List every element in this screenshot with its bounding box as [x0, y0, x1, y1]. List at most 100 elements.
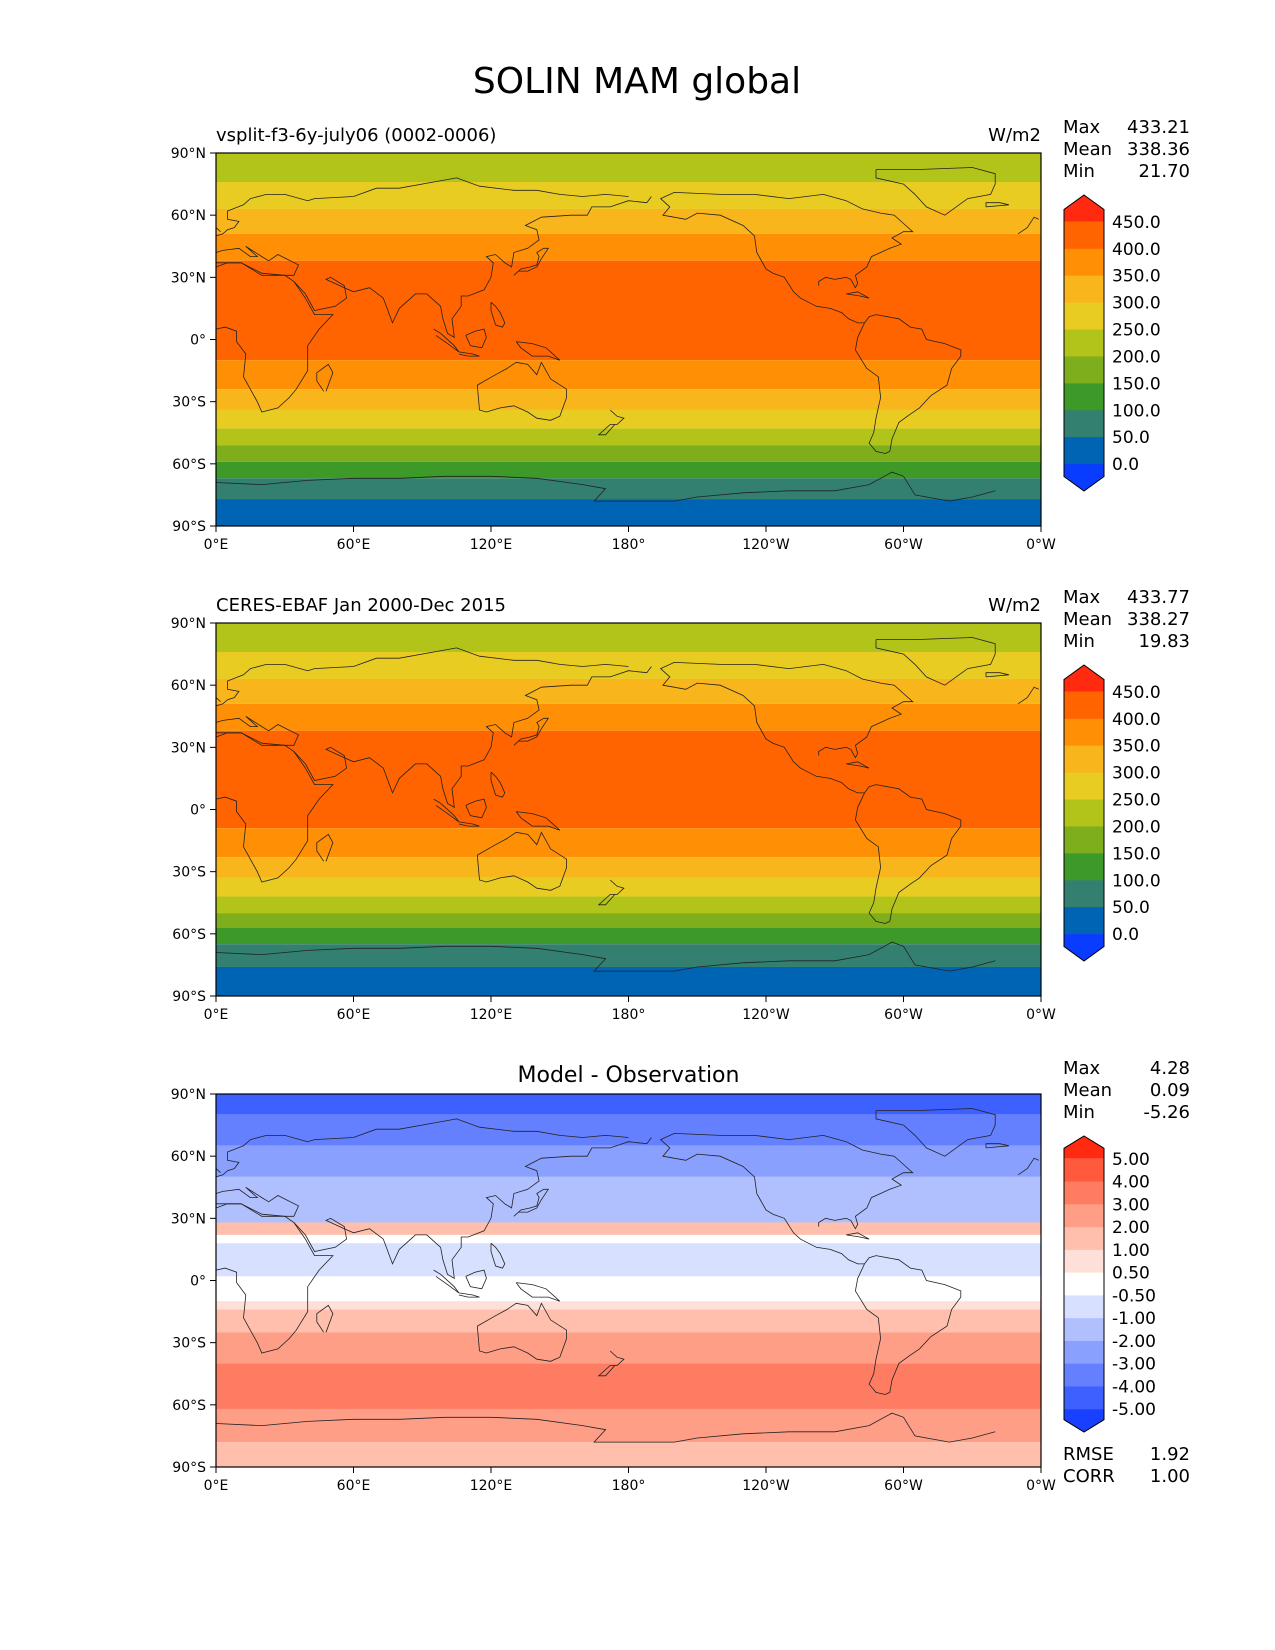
colorbar-segment	[1064, 1204, 1104, 1228]
lat-tick-label: 90°N	[171, 146, 206, 162]
field-band	[216, 1145, 1041, 1177]
coastlines	[216, 637, 1039, 972]
panel-left-title: CERES-EBAF Jan 2000-Dec 2015	[216, 595, 506, 616]
lat-tick-label: 0°	[190, 333, 206, 349]
lat-tick-label: 60°N	[171, 1149, 206, 1165]
colorbar: 450.0 400.0 350.0 300.0 250.0 200.0 150.0 100.0…	[1063, 194, 1161, 492]
colorbar-label: 0.50	[1112, 1264, 1150, 1284]
stat-value: 4.28	[1150, 1058, 1190, 1079]
coastline	[293, 196, 652, 339]
coastlines	[216, 1108, 1039, 1443]
field-band	[216, 828, 1041, 858]
colorbar-segment	[1064, 745, 1104, 774]
colorbar-outline	[1063, 1135, 1105, 1433]
stat-label: Max	[1063, 1058, 1101, 1079]
colorbar: 450.0 400.0 350.0 300.0 250.0 200.0 150.0 100.0…	[1063, 664, 1161, 962]
coastline	[215, 177, 629, 237]
stat-value: 1.92	[1150, 1444, 1190, 1465]
colorbar-label: 0.0	[1112, 455, 1139, 475]
colorbar-segment	[1064, 1318, 1104, 1342]
colorbar-label: -5.00	[1112, 1400, 1156, 1420]
lat-tick-label: 30°N	[171, 270, 206, 286]
field-band	[216, 730, 1041, 829]
colorbar-segment	[1064, 1227, 1104, 1251]
colorbar-label: -4.00	[1112, 1377, 1156, 1397]
stat-value: 338.36	[1127, 139, 1190, 160]
colorbar-label: 100.0	[1112, 401, 1161, 421]
panel-model: 90°N 60°N 30°N 0° 30°S 60°S 90°S 0°E 60°E 120°E 18…	[171, 117, 1190, 553]
colorbar-segment	[1064, 799, 1104, 827]
lat-tick-label: 30°S	[172, 1336, 206, 1352]
colorbar-segment	[1064, 718, 1104, 747]
coastline	[513, 247, 550, 276]
coastline	[875, 1108, 996, 1157]
colorbar-segment	[1064, 383, 1104, 411]
colorbar-segment	[1064, 907, 1104, 935]
stat-label: RMSE	[1063, 1444, 1114, 1465]
lat-tick-label: 90°S	[172, 519, 206, 535]
stat-value: 433.77	[1127, 587, 1190, 608]
colorbar-segment	[1064, 329, 1104, 357]
stat-value: 21.70	[1138, 161, 1190, 182]
colorbar-segment	[1064, 1272, 1104, 1296]
stat-label: Mean	[1063, 609, 1112, 630]
coastline	[465, 1269, 487, 1290]
colorbar-label: 3.00	[1112, 1195, 1150, 1215]
stat-value: 338.27	[1127, 609, 1190, 630]
colorbar-label: 400.0	[1112, 240, 1161, 260]
field-band	[216, 208, 1041, 234]
colorbar: 5.00 4.003.00 2.00 1.00 0.50-0.50 -1.00 -2.00 -…	[1063, 1135, 1156, 1433]
coastline	[465, 328, 487, 349]
coastline	[985, 1143, 1009, 1149]
colorbar-segment	[1064, 302, 1104, 331]
lon-tick-label: 60°E	[337, 537, 371, 553]
coastline	[720, 1134, 914, 1230]
lat-tick-label: 60°N	[171, 678, 206, 694]
lon-tick-label: 0°W	[1026, 1478, 1056, 1494]
colorbar-segment	[1064, 1363, 1104, 1387]
colorbar-label: 200.0	[1112, 347, 1161, 367]
colorbar-segment	[1064, 1409, 1104, 1432]
coastline	[316, 833, 334, 862]
field-band	[216, 1176, 1041, 1223]
field-band	[216, 153, 1041, 183]
coastline	[515, 811, 561, 831]
field-band	[216, 1363, 1041, 1409]
lon-tick-label: 180°	[612, 1007, 646, 1023]
colorbar-segment	[1064, 772, 1104, 801]
panel-units: W/m2	[988, 125, 1041, 146]
figure-title: SOLIN MAM global	[473, 61, 801, 102]
colorbar-segment	[1064, 1386, 1104, 1410]
field-band	[216, 1309, 1041, 1333]
lon-tick-label: 120°W	[742, 1007, 790, 1023]
lat-tick-label: 0°	[190, 1274, 206, 1290]
stat-value: 19.83	[1138, 631, 1190, 652]
lon-tick-label: 120°W	[742, 537, 790, 553]
coastline	[433, 1269, 460, 1294]
colorbar-label: -1.00	[1112, 1309, 1156, 1329]
field-band	[216, 1234, 1041, 1244]
coastline	[846, 291, 870, 299]
colorbar-label: 250.0	[1112, 321, 1161, 341]
colorbar-segment	[1064, 1340, 1104, 1365]
field-band	[216, 461, 1041, 479]
colorbar-segment	[1064, 195, 1104, 222]
colorbar-segment	[1064, 1158, 1104, 1183]
field-band	[216, 896, 1041, 914]
lon-tick-label: 60°E	[337, 1007, 371, 1023]
colorbar-segment	[1064, 1136, 1104, 1159]
field-band	[216, 428, 1041, 446]
coastline	[659, 661, 962, 924]
coastline	[490, 771, 506, 798]
colorbar-label: 4.00	[1112, 1173, 1150, 1193]
lon-tick-label: 60°E	[337, 1478, 371, 1494]
coastline	[515, 341, 561, 361]
coastline	[846, 761, 870, 769]
colorbar-segment	[1064, 356, 1104, 384]
colorbar-label: 2.00	[1112, 1218, 1150, 1238]
field-band	[216, 360, 1041, 390]
field-band	[216, 927, 1041, 945]
colorbar-label: 300.0	[1112, 294, 1161, 314]
field-bands	[216, 1094, 1041, 1467]
